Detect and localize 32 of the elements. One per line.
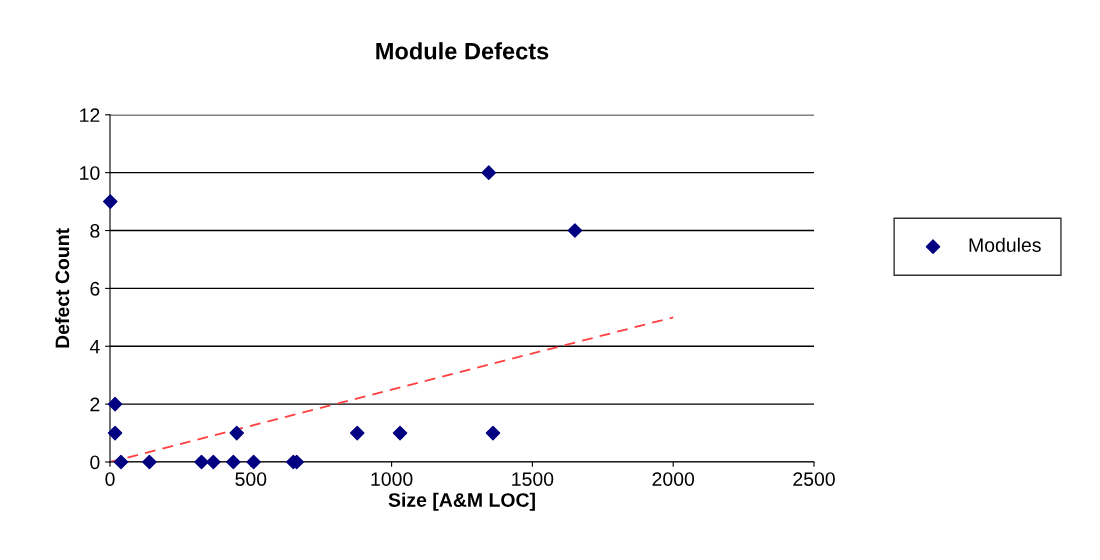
legend-label: Modules <box>969 237 1041 252</box>
point <box>113 454 129 470</box>
point <box>107 425 123 441</box>
point <box>107 396 123 412</box>
y-tick-label: 8 <box>90 224 100 238</box>
point <box>392 425 408 441</box>
x-tick-label: 500 <box>235 472 267 486</box>
x-tick-label: 2500 <box>793 472 835 486</box>
point <box>194 454 209 470</box>
point <box>229 425 245 441</box>
y-axis-title: Defect Count <box>54 228 70 348</box>
y-tick-label: 6 <box>90 281 100 296</box>
chart-title: Module Defects <box>376 42 549 60</box>
x-tick-label: 2000 <box>652 472 695 486</box>
y-tick-label: 12 <box>80 108 100 122</box>
x-axis-title: Size [A&M LOC] <box>388 492 535 511</box>
point <box>567 223 583 238</box>
point <box>349 425 365 441</box>
x-tick-label: 1000 <box>371 472 413 486</box>
point <box>246 454 261 470</box>
y-tick-label: 2 <box>90 397 100 412</box>
point <box>142 454 157 470</box>
point <box>206 454 221 470</box>
point <box>481 165 497 180</box>
point <box>102 194 118 209</box>
y-tick-label: 0 <box>90 455 100 470</box>
point <box>226 454 241 470</box>
x-tick-label: 1500 <box>512 472 554 486</box>
y-tick-label: 10 <box>80 166 100 180</box>
x-tick-label: 0 <box>105 472 115 486</box>
point <box>485 425 501 441</box>
y-tick-label: 4 <box>89 339 100 354</box>
